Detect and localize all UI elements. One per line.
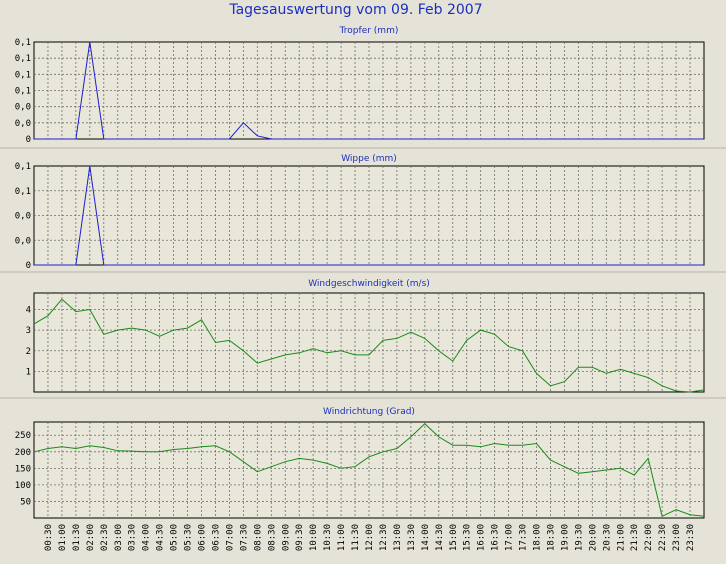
chart-panel: Windrichtung (Grad) 50 100 150 200 250	[15, 407, 705, 519]
x-tick-label: 03:00	[114, 524, 124, 551]
x-tick-label: 22:30	[658, 524, 668, 551]
x-tick-label: 17:30	[519, 524, 529, 551]
x-tick-label: 20:00	[588, 524, 598, 551]
x-tick-label: 21:00	[616, 524, 626, 551]
y-tick-label: 0,0	[15, 103, 31, 113]
x-tick-label: 18:00	[533, 524, 543, 551]
x-tick-label: 19:30	[574, 524, 584, 551]
x-tick-label: 13:00	[393, 524, 403, 551]
y-tick-label: 0,1	[15, 162, 31, 172]
page-title: Tagesauswertung vom 09. Feb 2007	[228, 2, 482, 18]
y-tick-label: 0,1	[15, 70, 31, 80]
y-tick-label: 0,0	[15, 236, 31, 246]
x-tick-label: 05:30	[184, 524, 194, 551]
x-tick-label: 07:30	[239, 524, 249, 551]
x-tick-label: 02:30	[100, 524, 110, 551]
x-tick-label: 12:30	[379, 524, 389, 551]
x-tick-label: 09:00	[281, 524, 291, 551]
series-line	[33, 298, 705, 393]
chart-title: Windgeschwindigkeit (m/s)	[308, 279, 430, 289]
x-tick-label: 08:30	[267, 524, 277, 551]
y-tick-label: 150	[15, 464, 31, 474]
y-tick-label: 2	[26, 347, 31, 357]
x-tick-label: 01:30	[72, 524, 82, 551]
y-tick-label: 50	[20, 497, 31, 507]
x-tick-label: 09:30	[295, 524, 305, 551]
x-tick-label: 17:00	[505, 524, 515, 551]
x-tick-label: 12:00	[365, 524, 375, 551]
x-tick-label: 11:00	[337, 524, 347, 551]
x-tick-label: 10:00	[309, 524, 319, 551]
x-axis: 00:30 01:00 01:30 02:00 02:30 03:00 03:30 04:00…	[44, 524, 696, 551]
x-tick-label: 15:30	[463, 524, 473, 551]
x-tick-label: 18:30	[546, 524, 556, 551]
x-tick-label: 14:00	[421, 524, 431, 551]
x-tick-label: 14:30	[435, 524, 445, 551]
y-tick-label: 0,1	[15, 187, 31, 197]
y-tick-label: 0,0	[15, 212, 31, 222]
x-tick-label: 10:30	[323, 524, 333, 551]
chart-title: Windrichtung (Grad)	[323, 407, 415, 417]
y-tick-label: 0	[26, 135, 31, 145]
x-tick-label: 23:30	[686, 524, 696, 551]
y-tick-label: 0,1	[15, 54, 31, 64]
y-tick-label: 0,0	[15, 119, 31, 129]
x-tick-label: 13:30	[407, 524, 417, 551]
x-tick-label: 00:30	[44, 524, 54, 551]
chart-panel: Wippe (mm) 0 0,0 0,0 0,1 0,1	[0, 154, 726, 273]
x-tick-label: 01:00	[58, 524, 68, 551]
y-tick-label: 0,1	[15, 87, 31, 97]
chart-title: Tropfer (mm)	[339, 26, 399, 36]
x-tick-label: 05:00	[170, 524, 180, 551]
x-tick-label: 20:30	[602, 524, 612, 551]
y-tick-label: 0,1	[15, 38, 31, 48]
chart-panel: Tropfer (mm) 0 0,0 0,0 0,1 0,1 0,1 0,1	[0, 26, 726, 149]
y-tick-label: 100	[15, 481, 31, 491]
x-tick-label: 16:00	[477, 524, 487, 551]
x-tick-label: 04:00	[142, 524, 152, 551]
chart-title: Wippe (mm)	[341, 154, 397, 164]
x-tick-label: 22:00	[644, 524, 654, 551]
y-tick-label: 250	[15, 431, 31, 441]
x-tick-label: 19:00	[560, 524, 570, 551]
y-tick-label: 4	[26, 306, 31, 316]
y-tick-label: 0	[26, 261, 31, 271]
x-tick-label: 04:30	[156, 524, 166, 551]
x-tick-label: 15:00	[449, 524, 459, 551]
x-tick-label: 06:00	[198, 524, 208, 551]
x-tick-label: 02:00	[86, 524, 96, 551]
y-tick-label: 200	[15, 448, 31, 458]
x-tick-label: 06:30	[211, 524, 221, 551]
series-line	[33, 423, 705, 518]
y-tick-label: 1	[26, 367, 31, 377]
y-tick-label: 3	[26, 326, 31, 336]
x-tick-label: 08:00	[253, 524, 263, 551]
x-tick-label: 23:00	[672, 524, 682, 551]
x-tick-label: 11:30	[351, 524, 361, 551]
chart-panel: Windgeschwindigkeit (m/s) 1 2 3 4	[0, 279, 726, 399]
x-tick-label: 07:00	[225, 524, 235, 551]
x-tick-label: 03:30	[128, 524, 138, 551]
x-tick-label: 21:30	[630, 524, 640, 551]
x-tick-label: 16:30	[491, 524, 501, 551]
